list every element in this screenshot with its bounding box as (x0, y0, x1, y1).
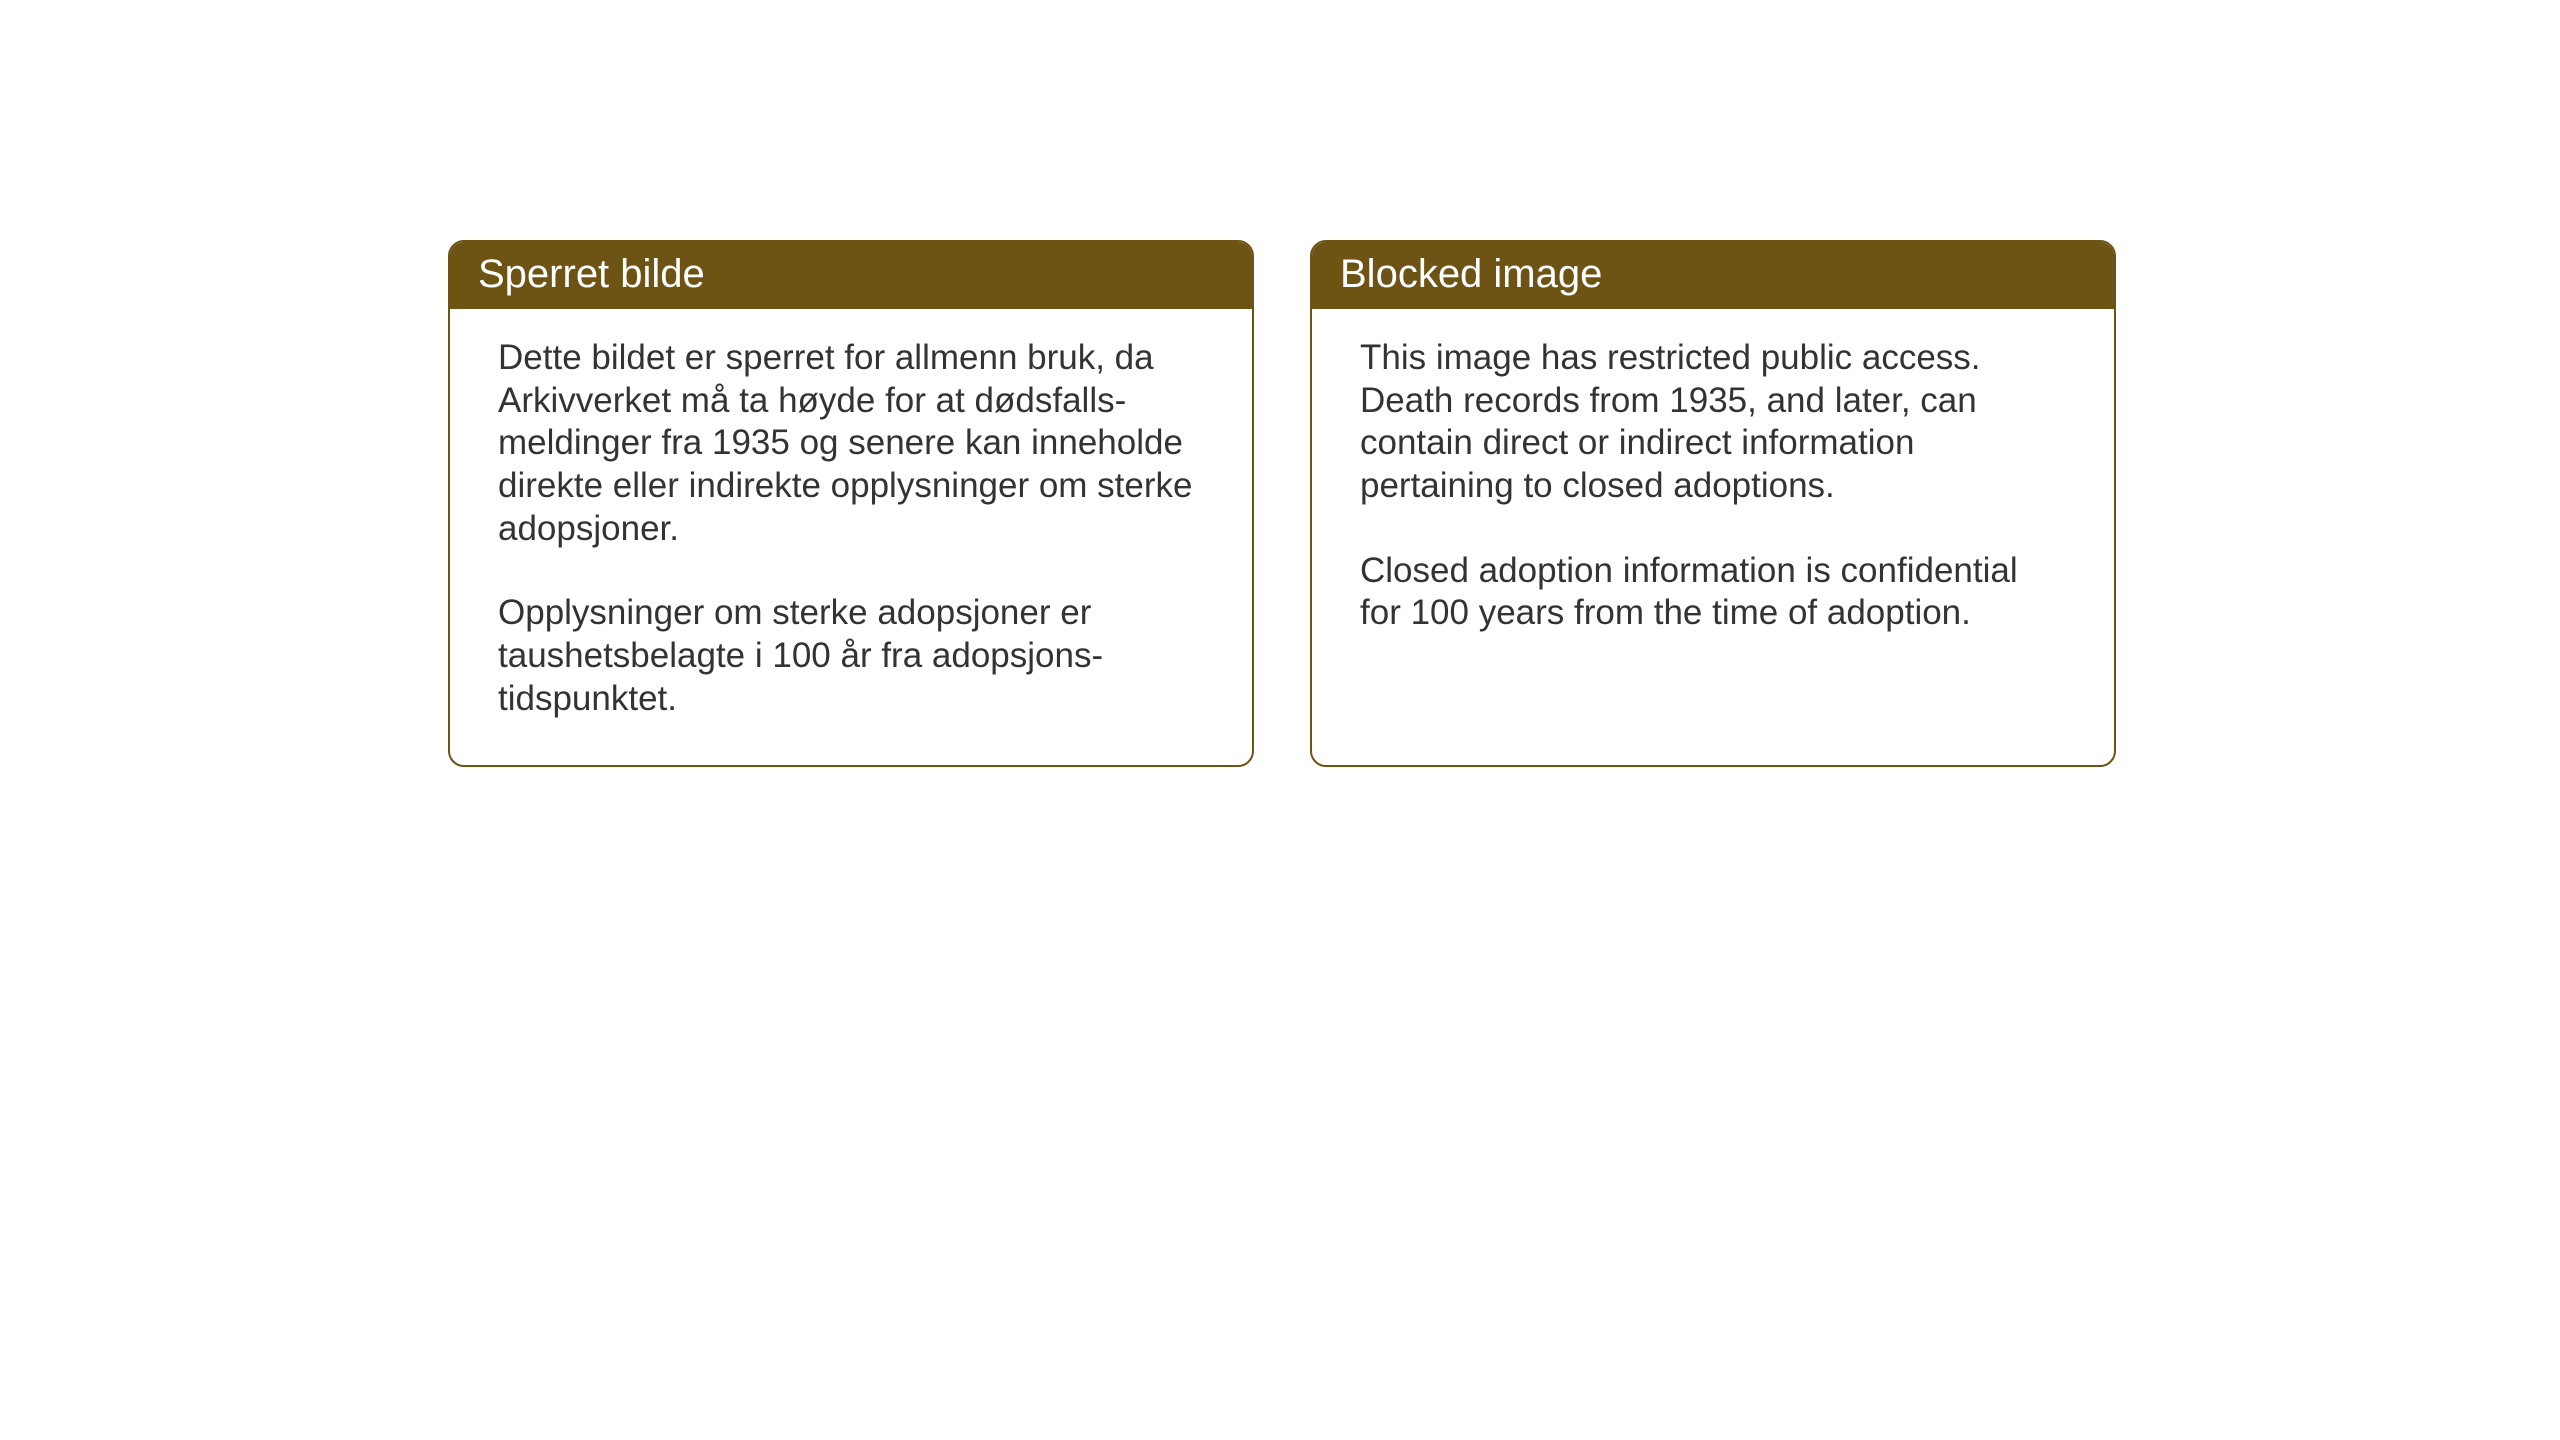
english-paragraph-2: Closed adoption information is confident… (1360, 550, 2066, 635)
norwegian-paragraph-1: Dette bildet er sperret for allmenn bruk… (498, 337, 1204, 550)
norwegian-card-title: Sperret bilde (450, 242, 1252, 309)
notice-cards-container: Sperret bilde Dette bildet er sperret fo… (448, 240, 2560, 767)
english-card-body: This image has restricted public access.… (1312, 309, 2114, 749)
norwegian-paragraph-2: Opplysninger om sterke adopsjoner er tau… (498, 592, 1204, 720)
norwegian-card-body: Dette bildet er sperret for allmenn bruk… (450, 309, 1252, 765)
english-paragraph-1: This image has restricted public access.… (1360, 337, 2066, 508)
english-notice-card: Blocked image This image has restricted … (1310, 240, 2116, 767)
norwegian-notice-card: Sperret bilde Dette bildet er sperret fo… (448, 240, 1254, 767)
english-card-title: Blocked image (1312, 242, 2114, 309)
